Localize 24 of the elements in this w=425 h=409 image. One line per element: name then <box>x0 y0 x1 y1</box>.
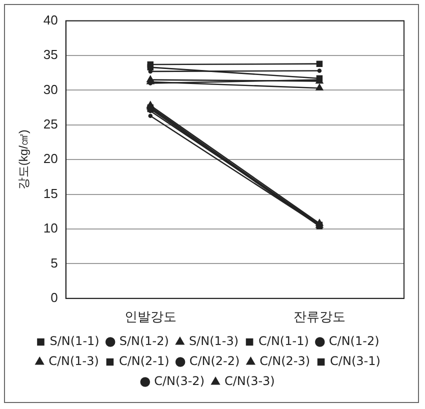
x-tick-label: 잔류강도 <box>293 308 346 324</box>
legend-label: S/N(1-1) <box>50 334 100 348</box>
y-tick-label: 0 <box>50 290 58 305</box>
legend-label: C/N(3-3) <box>224 374 275 388</box>
y-tick-label: 25 <box>43 116 58 132</box>
y-tick-label: 20 <box>43 151 58 166</box>
y-tick-label: 35 <box>43 47 58 62</box>
legend-label: S/N(1-2) <box>119 334 169 348</box>
legend-label: C/N(3-2) <box>154 374 205 388</box>
y-axis-title: 강도(kg/㎠) <box>16 130 31 190</box>
legend-label: C/N(2-1) <box>118 354 170 368</box>
y-tick-label: 30 <box>43 82 58 97</box>
x-tick-label: 인발강도 <box>124 308 176 324</box>
legend-label: C/N(1-2) <box>328 334 380 348</box>
legend-label: C/N(2-3) <box>260 354 310 368</box>
legend-label: C/N(1-3) <box>48 354 99 368</box>
legend-label: S/N(1-3) <box>188 334 239 348</box>
y-tick-label: 40 <box>43 12 58 28</box>
legend-label: C/N(2-2) <box>189 354 240 368</box>
y-tick-label: 5 <box>50 255 58 270</box>
legend-label: C/N(1-1) <box>258 334 309 348</box>
y-tick-label: 10 <box>43 220 58 236</box>
legend-label: C/N(3-1) <box>330 354 380 368</box>
y-tick-label: 15 <box>43 186 58 201</box>
